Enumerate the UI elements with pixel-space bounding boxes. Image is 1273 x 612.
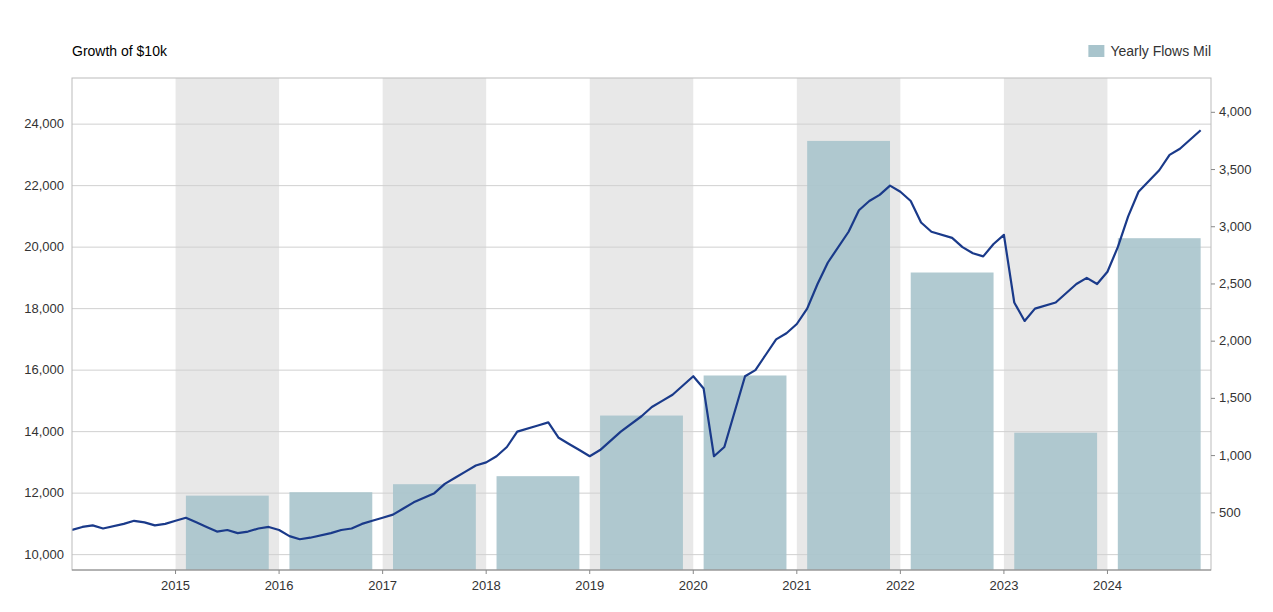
x-tick	[1107, 570, 1108, 574]
marks	[72, 130, 1201, 570]
y2-tick	[1211, 512, 1215, 513]
y-tick-label: 20,000	[24, 239, 64, 254]
y2-tick	[1211, 455, 1215, 456]
x-tick	[175, 570, 176, 574]
y2-tick-label: 2,000	[1219, 333, 1252, 348]
x-tick	[486, 570, 487, 574]
x-tick-label: 2015	[161, 578, 190, 593]
band	[1004, 78, 1108, 570]
y2-tick-label: 500	[1219, 505, 1241, 520]
x-tick	[693, 570, 694, 574]
bar	[289, 492, 372, 570]
y2-tick-label: 3,000	[1219, 219, 1252, 234]
x-tick	[796, 570, 797, 574]
x-tick-label: 2024	[1093, 578, 1122, 593]
x-tick	[589, 570, 590, 574]
y2-tick-label: 4,000	[1219, 104, 1252, 119]
y-tick-label: 22,000	[24, 178, 64, 193]
x-tick	[1003, 570, 1004, 574]
y2-tick	[1211, 283, 1215, 284]
bar	[911, 273, 994, 570]
grid-line	[72, 247, 1211, 248]
bar	[1118, 238, 1201, 570]
y2-tick-label: 3,500	[1219, 162, 1252, 177]
grid-line	[72, 370, 1211, 371]
band	[590, 78, 694, 570]
line	[72, 130, 1201, 539]
x-tick-label: 2022	[886, 578, 915, 593]
band	[797, 78, 901, 570]
y-tick-label: 16,000	[24, 362, 64, 377]
x-tick-label: 2019	[575, 578, 604, 593]
legend-swatch	[1088, 45, 1104, 57]
x-tick-label: 2018	[472, 578, 501, 593]
x-tick-label: 2023	[989, 578, 1018, 593]
y2-tick	[1211, 398, 1215, 399]
band	[176, 78, 280, 570]
y-tick-label: 18,000	[24, 301, 64, 316]
x-tick	[279, 570, 280, 574]
x-tick	[900, 570, 901, 574]
grid-line	[72, 308, 1211, 309]
x-tick-label: 2016	[265, 578, 294, 593]
y-tick-label: 12,000	[24, 485, 64, 500]
y2-tick	[1211, 112, 1215, 113]
band	[383, 78, 487, 570]
bar	[497, 476, 580, 570]
axes: 2015 2016 2017 2018 2019 2020 2021 2022 2023 2024…	[24, 104, 1251, 593]
y-axis-label: Growth of $10k	[72, 43, 168, 59]
y2-tick	[1211, 341, 1215, 342]
y2-tick-label: 1,000	[1219, 448, 1252, 463]
chart: 2015 2016 2017 2018 2019 2020 2021 2022 2023 2024…	[0, 0, 1273, 612]
plot-frame	[72, 78, 1211, 570]
legend: Yearly Flows Mil	[1088, 43, 1211, 59]
y-tick-label: 10,000	[24, 547, 64, 562]
bar	[1014, 433, 1097, 570]
grid-line	[72, 185, 1211, 186]
y-tick-label: 24,000	[24, 116, 64, 131]
grid-line	[72, 124, 1211, 125]
plot-area	[176, 78, 1108, 570]
bar	[186, 496, 269, 570]
bar	[704, 375, 787, 570]
x-tick-label: 2020	[679, 578, 708, 593]
x-tick-label: 2021	[782, 578, 811, 593]
y2-tick	[1211, 226, 1215, 227]
bar	[807, 141, 890, 570]
y2-tick	[1211, 169, 1215, 170]
y-tick-label: 14,000	[24, 424, 64, 439]
y2-tick-label: 1,500	[1219, 390, 1252, 405]
x-axis-line	[72, 570, 1211, 571]
y2-tick-label: 2,500	[1219, 276, 1252, 291]
x-tick	[382, 570, 383, 574]
x-tick-label: 2017	[368, 578, 397, 593]
bar	[393, 484, 476, 570]
legend-label: Yearly Flows Mil	[1110, 43, 1211, 59]
